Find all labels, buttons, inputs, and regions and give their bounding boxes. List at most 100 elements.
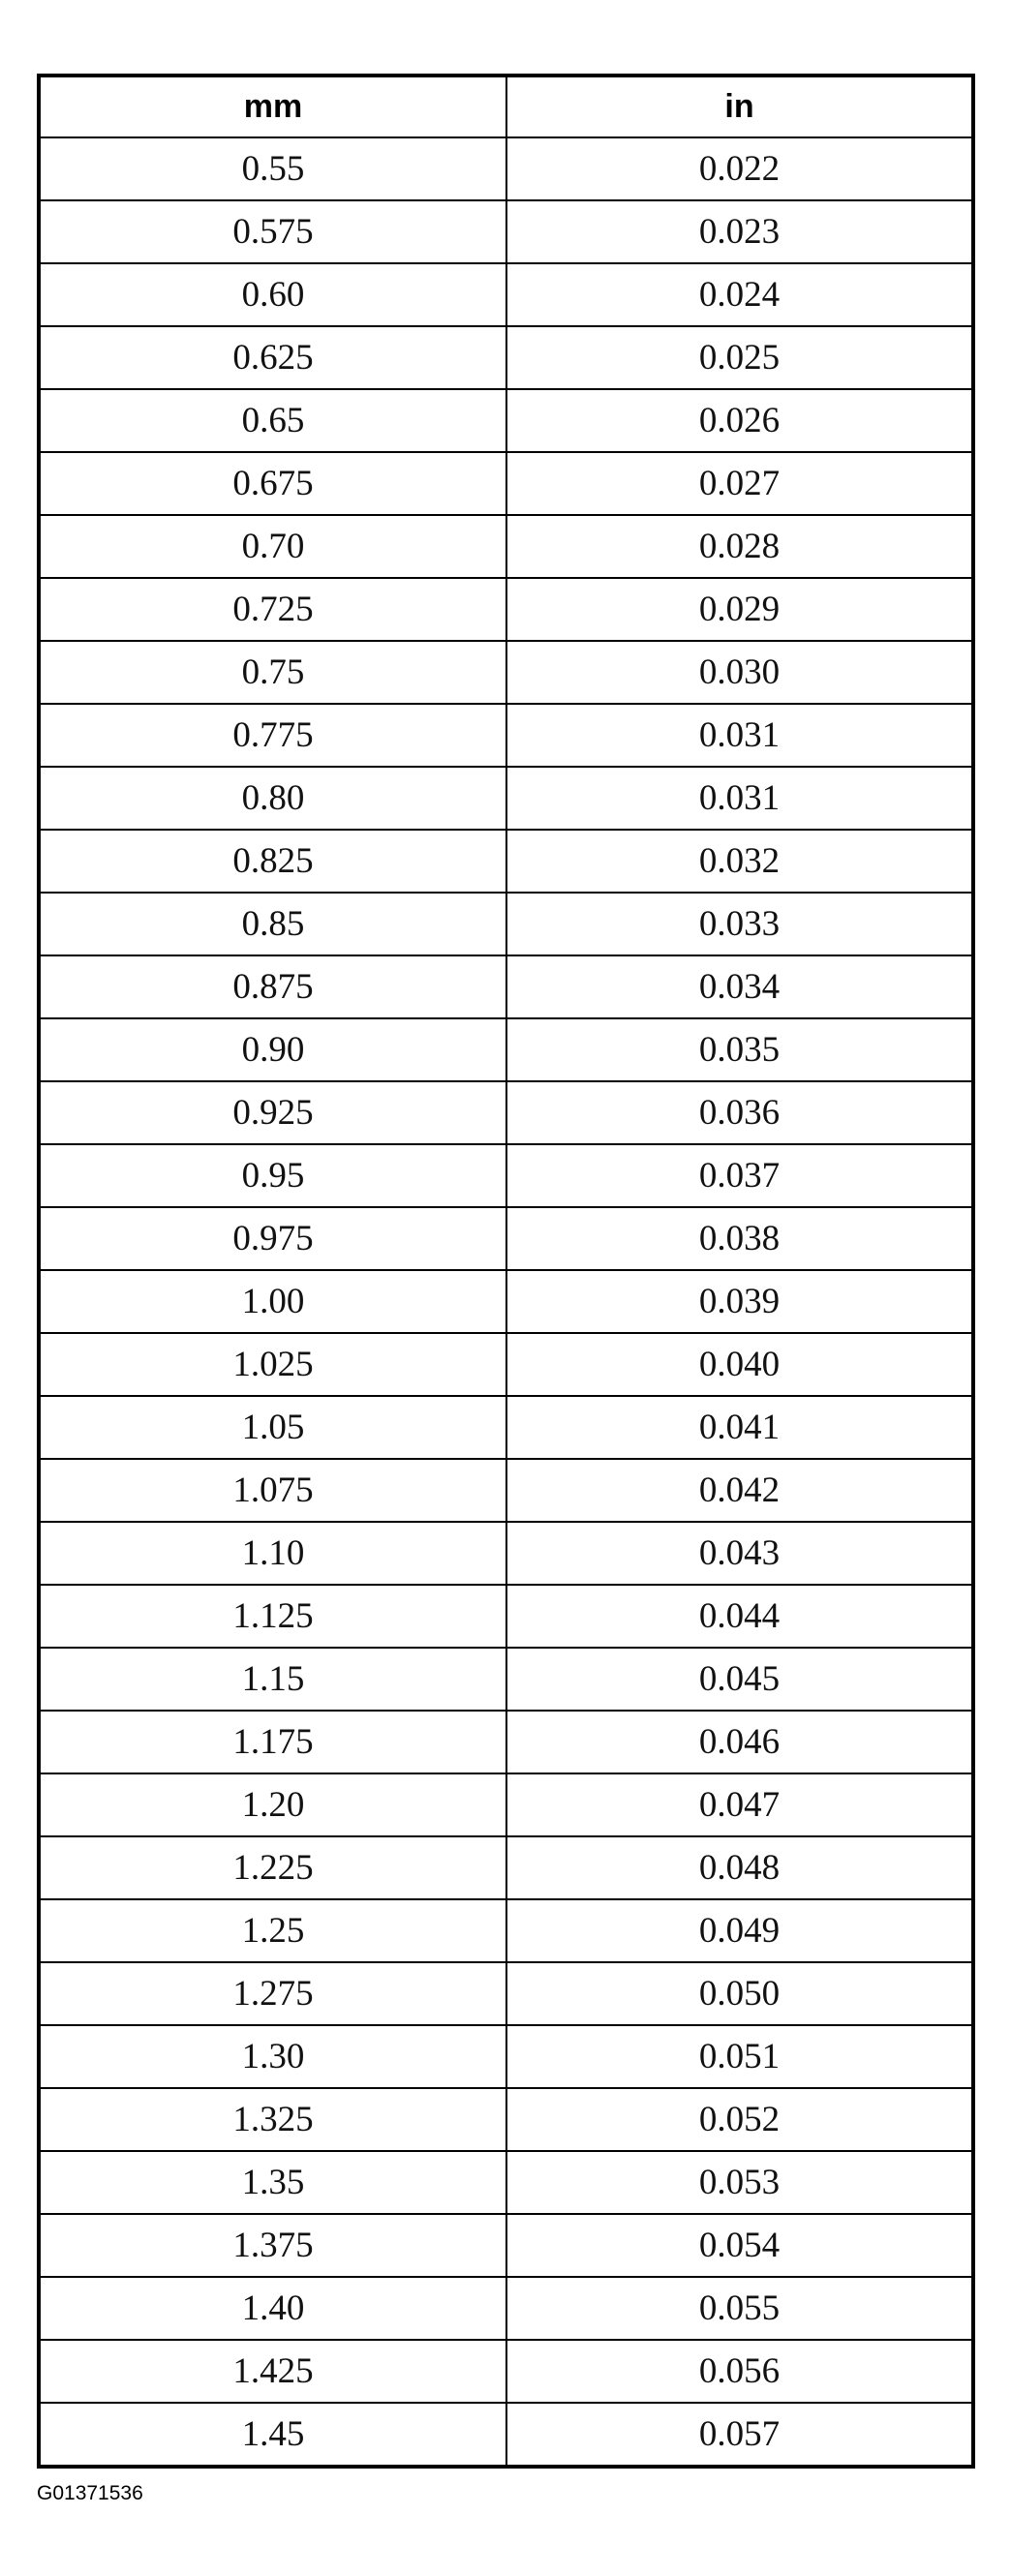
- cell-in: 0.055: [506, 2276, 974, 2341]
- table-row: 0.80 0.031: [38, 766, 974, 831]
- table-row: 1.125 0.044: [38, 1584, 974, 1649]
- table-row: 1.30 0.051: [38, 2024, 974, 2089]
- cell-in: 0.036: [506, 1080, 974, 1145]
- cell-mm: 0.975: [38, 1206, 507, 1271]
- cell-mm: 0.80: [38, 766, 507, 831]
- table-row: 0.675 0.027: [38, 451, 974, 516]
- table-row: 1.00 0.039: [38, 1269, 974, 1334]
- table-row: 0.85 0.033: [38, 892, 974, 956]
- table-row: 0.825 0.032: [38, 829, 974, 894]
- cell-mm: 1.075: [38, 1458, 507, 1523]
- cell-mm: 1.05: [38, 1395, 507, 1460]
- cell-mm: 1.10: [38, 1521, 507, 1586]
- table-row: 0.875 0.034: [38, 955, 974, 1019]
- cell-in: 0.033: [506, 892, 974, 956]
- cell-in: 0.024: [506, 262, 974, 327]
- table-row: 1.075 0.042: [38, 1458, 974, 1523]
- cell-mm: 0.70: [38, 514, 507, 579]
- cell-in: 0.039: [506, 1269, 974, 1334]
- table-row: 1.15 0.045: [38, 1647, 974, 1712]
- cell-mm: 1.45: [38, 2402, 507, 2468]
- cell-mm: 1.40: [38, 2276, 507, 2341]
- cell-in: 0.047: [506, 1773, 974, 1837]
- table-row: 1.275 0.050: [38, 1961, 974, 2026]
- table-row: 1.025 0.040: [38, 1332, 974, 1397]
- table-row: 1.20 0.047: [38, 1773, 974, 1837]
- cell-mm: 1.375: [38, 2213, 507, 2278]
- cell-mm: 0.95: [38, 1143, 507, 1208]
- cell-mm: 1.20: [38, 1773, 507, 1837]
- cell-in: 0.030: [506, 640, 974, 705]
- cell-in: 0.049: [506, 1898, 974, 1963]
- cell-in: 0.044: [506, 1584, 974, 1649]
- table-row: 0.575 0.023: [38, 199, 974, 264]
- cell-mm: 1.30: [38, 2024, 507, 2089]
- conversion-table: mm in 0.55 0.022 0.575 0.023 0.60 0.024 0.625 0…: [37, 74, 975, 2469]
- table-row: 0.775 0.031: [38, 703, 974, 768]
- cell-in: 0.025: [506, 325, 974, 390]
- cell-in: 0.022: [506, 136, 974, 201]
- cell-mm: 0.825: [38, 829, 507, 894]
- cell-mm: 0.90: [38, 1017, 507, 1082]
- cell-mm: 0.675: [38, 451, 507, 516]
- cell-mm: 1.225: [38, 1835, 507, 1900]
- cell-in: 0.023: [506, 199, 974, 264]
- cell-in: 0.032: [506, 829, 974, 894]
- table-row: 0.725 0.029: [38, 577, 974, 642]
- table-row: 0.70 0.028: [38, 514, 974, 579]
- cell-in: 0.045: [506, 1647, 974, 1712]
- cell-mm: 1.25: [38, 1898, 507, 1963]
- cell-in: 0.046: [506, 1710, 974, 1774]
- cell-in: 0.041: [506, 1395, 974, 1460]
- table-row: 1.10 0.043: [38, 1521, 974, 1586]
- table-row: 0.625 0.025: [38, 325, 974, 390]
- cell-in: 0.052: [506, 2087, 974, 2152]
- table-row: 1.225 0.048: [38, 1835, 974, 1900]
- table-row: 1.425 0.056: [38, 2339, 974, 2404]
- cell-mm: 0.75: [38, 640, 507, 705]
- cell-in: 0.054: [506, 2213, 974, 2278]
- table-row: 1.25 0.049: [38, 1898, 974, 1963]
- table-row: 1.40 0.055: [38, 2276, 974, 2341]
- cell-in: 0.057: [506, 2402, 974, 2468]
- cell-mm: 0.85: [38, 892, 507, 956]
- cell-mm: 1.35: [38, 2150, 507, 2215]
- cell-in: 0.040: [506, 1332, 974, 1397]
- table-row: 0.65 0.026: [38, 388, 974, 453]
- table-row: 1.325 0.052: [38, 2087, 974, 2152]
- cell-mm: 0.60: [38, 262, 507, 327]
- cell-mm: 0.775: [38, 703, 507, 768]
- table-row: 0.975 0.038: [38, 1206, 974, 1271]
- cell-in: 0.050: [506, 1961, 974, 2026]
- table-row: 1.05 0.041: [38, 1395, 974, 1460]
- header-in: in: [506, 75, 974, 138]
- table-row: 0.90 0.035: [38, 1017, 974, 1082]
- cell-mm: 1.175: [38, 1710, 507, 1774]
- figure-id: G01371536: [37, 2482, 143, 2504]
- cell-in: 0.038: [506, 1206, 974, 1271]
- table-row: 1.175 0.046: [38, 1710, 974, 1774]
- cell-in: 0.026: [506, 388, 974, 453]
- cell-in: 0.037: [506, 1143, 974, 1208]
- cell-in: 0.056: [506, 2339, 974, 2404]
- cell-mm: 0.725: [38, 577, 507, 642]
- cell-in: 0.031: [506, 703, 974, 768]
- cell-in: 0.051: [506, 2024, 974, 2089]
- table-row: 0.75 0.030: [38, 640, 974, 705]
- cell-mm: 0.55: [38, 136, 507, 201]
- table-row: 1.45 0.057: [38, 2402, 974, 2468]
- cell-in: 0.053: [506, 2150, 974, 2215]
- cell-mm: 0.875: [38, 955, 507, 1019]
- cell-mm: 1.275: [38, 1961, 507, 2026]
- header-mm: mm: [38, 75, 507, 138]
- table-row: 0.60 0.024: [38, 262, 974, 327]
- cell-mm: 1.125: [38, 1584, 507, 1649]
- cell-mm: 1.15: [38, 1647, 507, 1712]
- table-row: 0.95 0.037: [38, 1143, 974, 1208]
- cell-in: 0.029: [506, 577, 974, 642]
- cell-mm: 1.325: [38, 2087, 507, 2152]
- table-row: 0.925 0.036: [38, 1080, 974, 1145]
- cell-mm: 1.025: [38, 1332, 507, 1397]
- cell-mm: 0.925: [38, 1080, 507, 1145]
- cell-mm: 1.425: [38, 2339, 507, 2404]
